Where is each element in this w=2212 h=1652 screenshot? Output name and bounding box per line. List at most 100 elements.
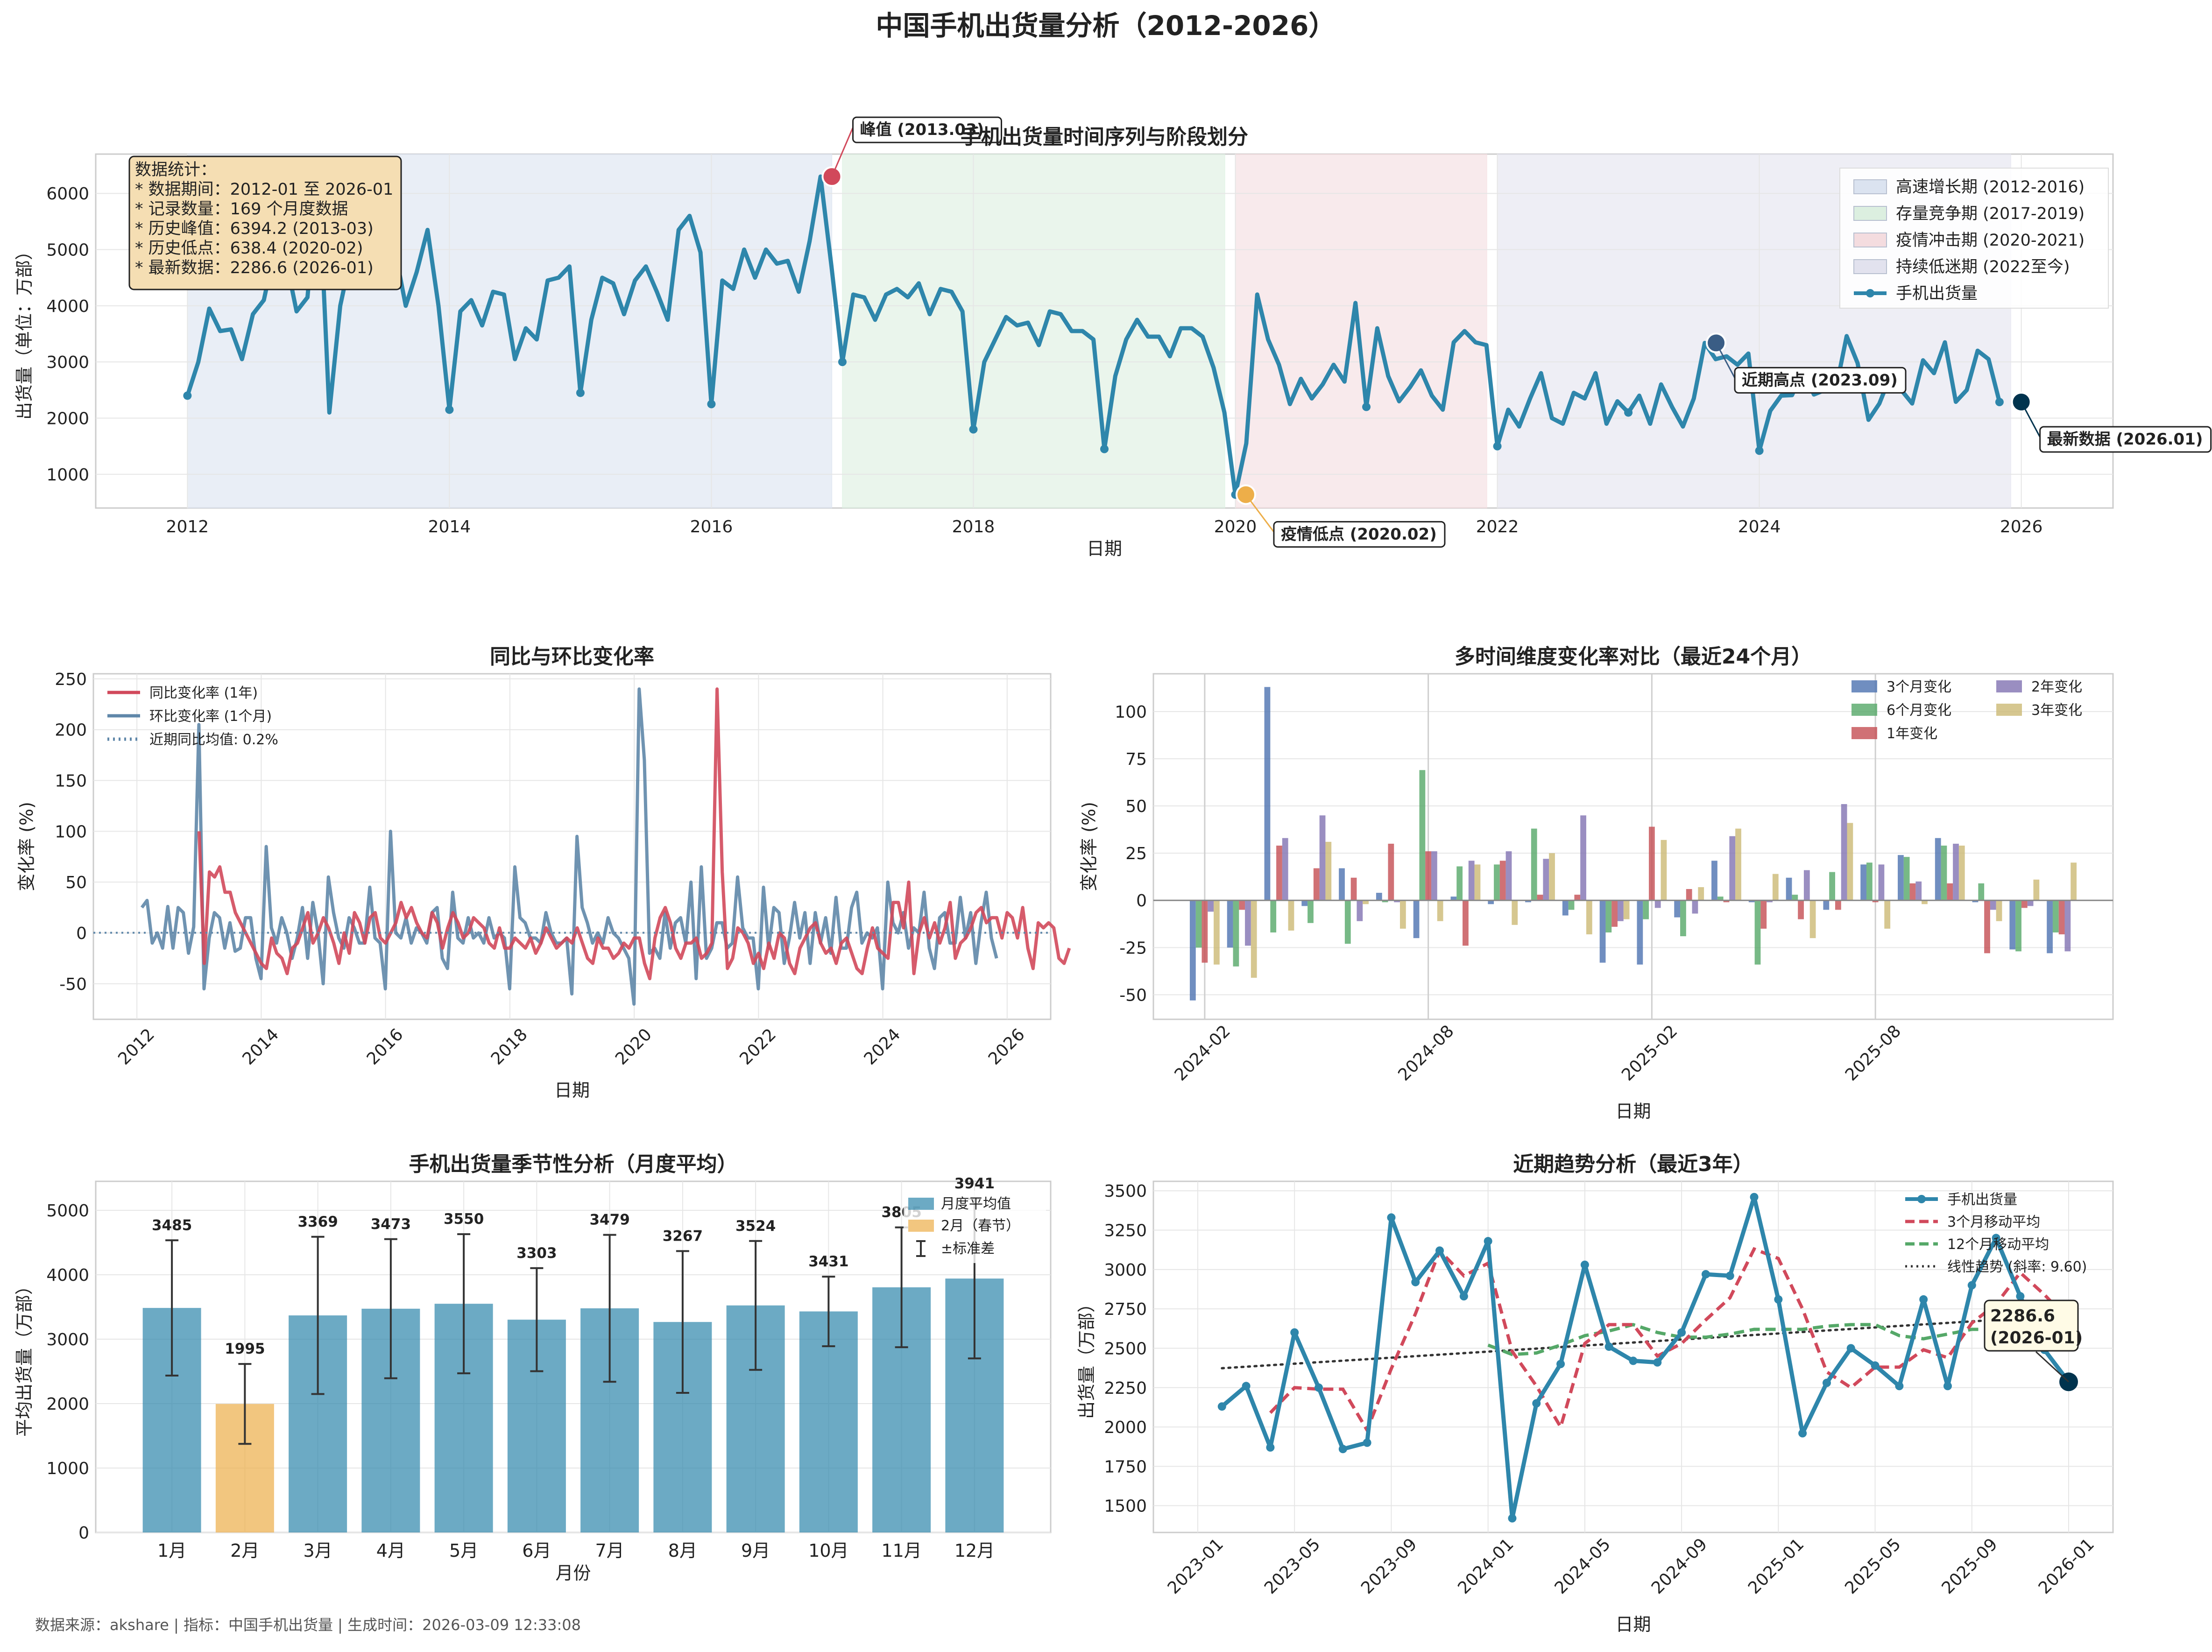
rate-bar	[1984, 900, 1990, 953]
seasonal-value-label: 3524	[735, 1218, 776, 1235]
seasonal-xtick-label: 12月	[954, 1540, 995, 1561]
stats-box	[128, 155, 402, 290]
legend-swatch	[1853, 179, 1887, 194]
latest-arrow	[2035, 1351, 2070, 1383]
timeseries-ytick-label: 6000	[46, 184, 89, 204]
rate-bar	[1214, 900, 1220, 965]
legend-label: 存量竞争期 (2017-2019)	[1896, 205, 2085, 223]
rate-bar	[1674, 900, 1681, 918]
yoymom-xtick-label: 2022	[736, 1025, 780, 1069]
multirate-ytick-label: 50	[1125, 797, 1147, 816]
rate-bar	[1823, 900, 1830, 910]
legend-label: 2月（春节）	[941, 1218, 1020, 1234]
rate-bar	[1841, 804, 1847, 901]
shipment-point	[838, 358, 847, 367]
recent-shipment-point	[1725, 1271, 1734, 1280]
annotation-label: 峰值 (2013.03)	[860, 120, 984, 139]
seasonal-value-label: 3479	[589, 1212, 629, 1228]
yoymom-ytick-label: 50	[65, 873, 87, 892]
yoymom-ytick-label: 150	[55, 772, 87, 791]
seasonal-xtick-label: 2月	[230, 1540, 259, 1561]
footer-source: 数据来源：akshare | 指标：中国手机出货量 | 生成时间：2026-03…	[35, 1616, 581, 1634]
rate-bar	[1692, 900, 1698, 914]
rate-bar	[2047, 900, 2053, 953]
rate-bar	[1499, 861, 1506, 901]
legend-label: 同比变化率 (1年)	[149, 685, 258, 701]
recent-shipment-point	[1846, 1344, 1855, 1353]
rate-bar	[1941, 845, 1947, 901]
shipment-point	[576, 388, 585, 397]
yoymom-xtick-label: 2020	[612, 1025, 656, 1069]
recent-ytick-label: 2750	[1104, 1300, 1147, 1319]
multirate-plot-area	[1152, 673, 2114, 1020]
recent-shipment-point	[1338, 1445, 1347, 1454]
recent-trend-panel: 1500 1750 2000 2250 2500 2750 3000 3250 3500 2023…	[1076, 1152, 2114, 1635]
rate-bar	[1400, 900, 1406, 929]
yoymom-title: 同比与环比变化率	[490, 645, 654, 669]
rate-bar	[1972, 900, 1979, 903]
rate-bar	[1195, 900, 1202, 948]
legend-label: ±标准差	[941, 1241, 995, 1257]
yoy-mom-panel: -50 0 50 100 150 200 250 2012 2014 2016 2018 2020 20…	[16, 645, 1071, 1101]
legend-swatch	[1852, 680, 1877, 692]
shipment-point	[707, 400, 716, 409]
rate-bar	[1860, 864, 1866, 901]
recent-shipment-point	[1217, 1402, 1226, 1411]
legend-label: 12个月移动平均	[1947, 1236, 2049, 1253]
multirate-ytick-label: 100	[1115, 703, 1147, 722]
rate-bar	[1382, 900, 1388, 903]
rate-bar	[1270, 900, 1277, 932]
rate-bar	[1525, 900, 1531, 903]
legend-swatch	[1852, 704, 1877, 716]
rate-bar	[1661, 840, 1667, 901]
rate-bar	[1623, 900, 1630, 919]
seasonal-value-label: 3267	[663, 1228, 703, 1244]
timeseries-ytick-label: 5000	[46, 241, 89, 260]
rate-bar	[1494, 864, 1500, 901]
recent-shipment-point	[1919, 1295, 1928, 1304]
yoymom-xtick-label: 2014	[239, 1025, 283, 1069]
rate-bar	[1935, 838, 1941, 901]
seasonal-value-label: 1995	[225, 1341, 265, 1357]
stats-line: 数据统计：	[135, 161, 217, 179]
legend-label: 环比变化率 (1个月)	[149, 708, 272, 725]
recent-xlabel: 日期	[1615, 1614, 1651, 1635]
seasonal-xlabel: 月份	[555, 1563, 591, 1583]
rate-bar	[1878, 864, 1885, 901]
recent-shipment-point	[1290, 1328, 1299, 1337]
stats-line: * 历史低点：638.4 (2020-02)	[135, 239, 363, 258]
annotation-box	[1734, 367, 1907, 394]
annotation-arrow	[2021, 402, 2041, 438]
rate-bar	[1809, 900, 1816, 939]
rate-bar	[1978, 883, 1985, 901]
recent-ytick-label: 3000	[1104, 1261, 1147, 1280]
recent-xtick-label: 2025-09	[1938, 1535, 2001, 1598]
legend-marker	[1917, 1195, 1926, 1203]
rate-bar	[1586, 900, 1592, 935]
rate-bar	[1611, 900, 1618, 927]
legend-label: 1年变化	[1887, 726, 1937, 742]
yoymom-ytick-label: -50	[59, 975, 87, 994]
legend-label: 线性趋势 (斜率: 9.60)	[1947, 1259, 2087, 1275]
seasonal-xtick-label: 1月	[157, 1540, 186, 1561]
rate-bar	[1512, 900, 1518, 925]
rate-bar	[2064, 900, 2071, 952]
shipment-line	[185, 169, 2002, 497]
seasonal-ytick-label: 1000	[46, 1459, 89, 1478]
legend-swatch	[908, 1198, 934, 1210]
recent-shipment-point	[1484, 1237, 1492, 1246]
seasonal-value-label: 3303	[516, 1245, 557, 1262]
seasonal-xtick-label: 11月	[881, 1540, 921, 1561]
rate-bar	[2033, 879, 2040, 901]
recent-title: 近期趋势分析（最近3年）	[1513, 1152, 1753, 1176]
multirate-ytick-label: -25	[1119, 939, 1147, 958]
annotation-box	[852, 116, 1003, 143]
seasonal-value-label: 3941	[954, 1175, 995, 1192]
recent-shipment-point	[1604, 1342, 1613, 1351]
legend-swatch	[1853, 206, 1887, 221]
rate-bar	[2058, 900, 2065, 935]
shipment-point	[1755, 446, 1764, 455]
recent-shipment-point	[1943, 1382, 1952, 1391]
legend-swatch	[1853, 259, 1887, 274]
rate-bar	[1419, 770, 1426, 901]
